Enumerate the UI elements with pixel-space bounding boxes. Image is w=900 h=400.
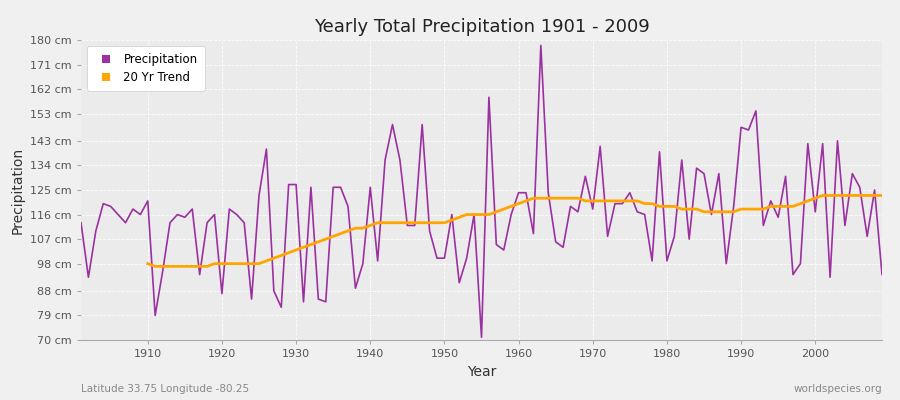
Text: Latitude 33.75 Longitude -80.25: Latitude 33.75 Longitude -80.25	[81, 384, 249, 394]
X-axis label: Year: Year	[467, 364, 496, 378]
Y-axis label: Precipitation: Precipitation	[11, 146, 25, 234]
Title: Yearly Total Precipitation 1901 - 2009: Yearly Total Precipitation 1901 - 2009	[313, 18, 650, 36]
Text: worldspecies.org: worldspecies.org	[794, 384, 882, 394]
Legend: Precipitation, 20 Yr Trend: Precipitation, 20 Yr Trend	[87, 46, 204, 91]
